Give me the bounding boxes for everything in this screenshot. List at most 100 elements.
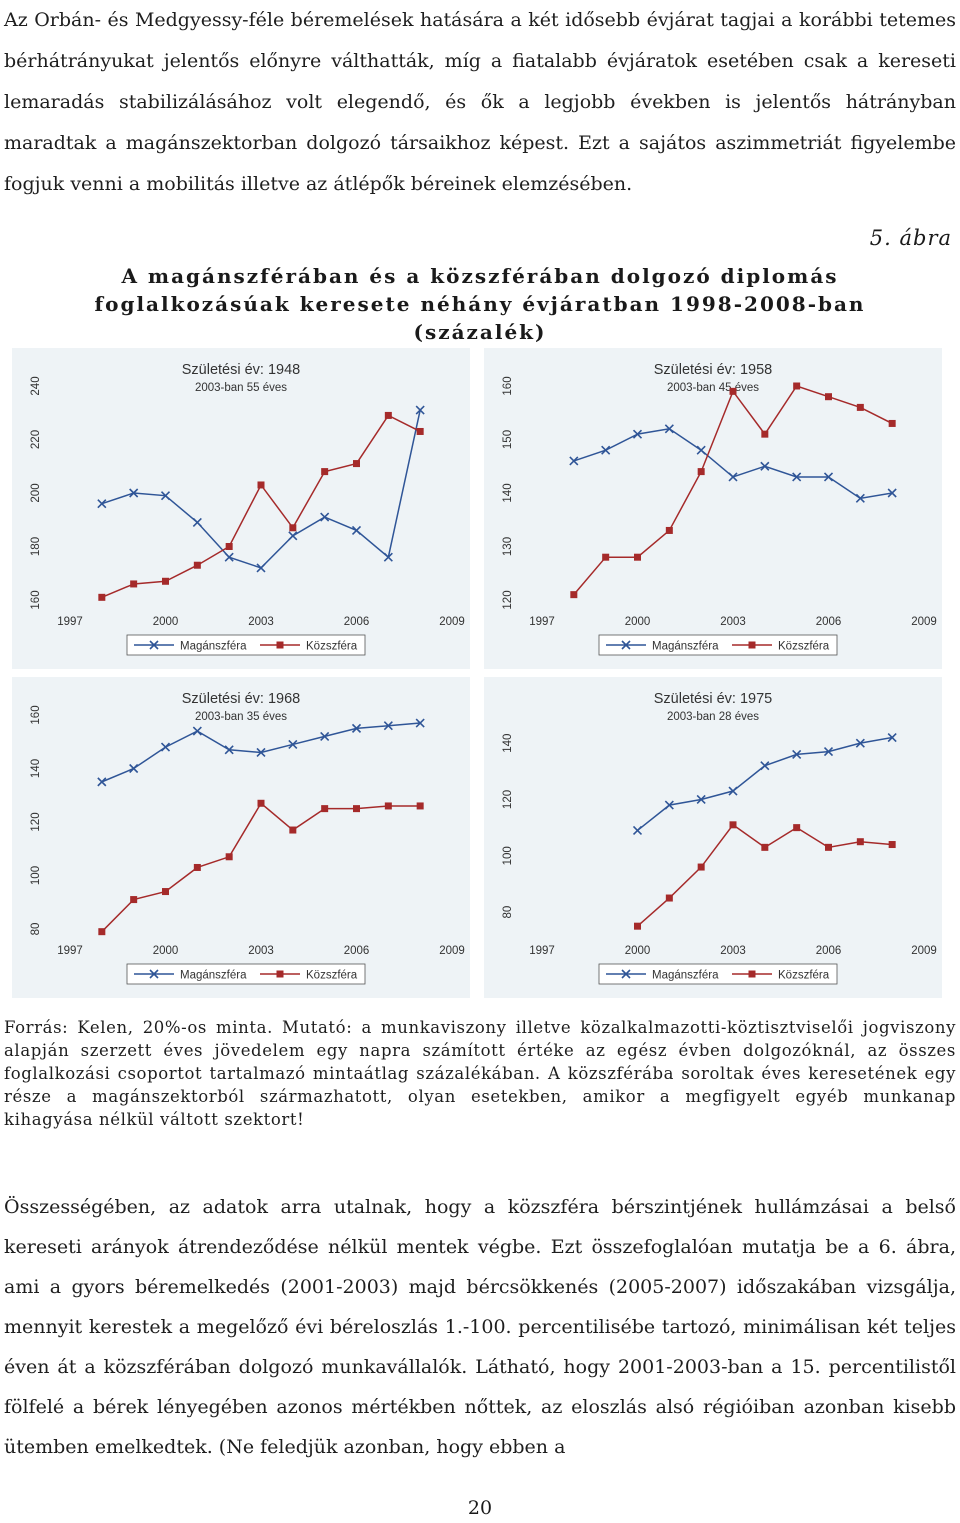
x-marker xyxy=(224,552,234,562)
square-marker xyxy=(353,460,360,468)
x-tick-label: 1997 xyxy=(57,616,83,628)
square-marker xyxy=(225,543,233,550)
chart-subtitle: 2003-ban 35 éves xyxy=(195,711,287,723)
summary-paragraph: Összességében, az adatok arra utalnak, h… xyxy=(4,1196,956,1458)
x-marker xyxy=(192,726,202,736)
square-marker xyxy=(384,802,392,810)
x-marker xyxy=(320,512,330,522)
legend-label: Magánszféra xyxy=(180,641,247,653)
series-markers xyxy=(97,718,425,787)
square-marker xyxy=(321,468,329,476)
legend-box xyxy=(126,963,366,985)
y-tick-label: 240 xyxy=(30,376,42,395)
x-marker xyxy=(823,472,834,482)
x-marker xyxy=(792,749,802,759)
chart-title: Születési év: 1948 xyxy=(182,362,301,378)
legend-box xyxy=(598,963,838,985)
x-marker xyxy=(887,732,897,743)
x-marker xyxy=(728,786,738,796)
x-marker xyxy=(129,488,139,498)
square-marker xyxy=(602,553,610,561)
series-line xyxy=(573,428,893,500)
square-marker xyxy=(98,928,106,936)
square-marker xyxy=(748,970,756,978)
chart-svg: Születési év: 1948 2003-ban 55 éves 160 180… xyxy=(30,362,465,656)
square-marker xyxy=(225,853,233,861)
series-markers xyxy=(98,799,424,936)
series-markers xyxy=(97,405,425,573)
x-marker xyxy=(696,794,706,805)
square-marker xyxy=(289,826,297,834)
legend-label: Közszféra xyxy=(778,970,830,982)
y-tick-label: 100 xyxy=(502,846,514,865)
chart-svg: Születési év: 1968 2003-ban 35 éves 80 100 1… xyxy=(30,691,465,985)
square-marker xyxy=(570,591,578,599)
series-markers xyxy=(634,821,896,930)
x-marker xyxy=(192,517,202,527)
x-tick-label: 2009 xyxy=(911,616,937,628)
x-marker xyxy=(792,472,802,482)
square-marker xyxy=(634,922,641,930)
legend: Magánszféra Közszféra xyxy=(598,963,838,985)
square-marker xyxy=(162,577,169,585)
square-marker xyxy=(665,894,673,902)
square-marker xyxy=(130,896,138,904)
x-marker xyxy=(855,493,865,503)
x-marker xyxy=(415,405,425,415)
x-marker xyxy=(288,531,298,541)
square-marker xyxy=(697,468,705,476)
x-tick-label: 1997 xyxy=(57,945,83,957)
x-tick-label: 2009 xyxy=(439,616,465,628)
x-marker xyxy=(351,525,362,536)
chart-svg: Születési év: 1958 2003-ban 45 éves 120 130… xyxy=(502,362,937,656)
square-marker xyxy=(665,526,673,534)
series-markers xyxy=(570,382,896,599)
series-markers xyxy=(569,424,897,503)
y-tick-label: 130 xyxy=(502,537,514,556)
x-tick-label: 2006 xyxy=(816,945,842,957)
chart-subtitle: 2003-ban 28 éves xyxy=(667,711,759,723)
legend-box xyxy=(598,634,838,656)
square-marker xyxy=(384,411,392,419)
figure-title: A magánszférában és a közszférában dolgo… xyxy=(94,264,866,344)
square-marker xyxy=(793,824,801,832)
square-marker xyxy=(825,393,832,401)
figure-label: 5. ábra xyxy=(869,226,952,250)
legend-label: Magánszféra xyxy=(180,970,247,982)
legend: Magánszféra Közszféra xyxy=(126,634,366,656)
legend: Magánszféra Közszféra xyxy=(598,634,838,656)
square-marker xyxy=(257,799,265,807)
square-marker xyxy=(130,580,138,588)
y-tick-label: 120 xyxy=(30,812,42,831)
chart-subtitle: 2003-ban 55 éves xyxy=(195,382,287,394)
x-marker xyxy=(621,640,631,650)
x-tick-label: 2006 xyxy=(344,945,370,957)
y-tick-label: 220 xyxy=(30,430,42,449)
y-tick-label: 140 xyxy=(502,483,514,502)
x-marker xyxy=(632,429,643,439)
square-marker xyxy=(634,553,641,561)
page-number: 20 xyxy=(467,1497,493,1519)
square-marker xyxy=(729,821,737,829)
series-line xyxy=(637,736,893,832)
chart-title: Születési év: 1975 xyxy=(654,691,773,707)
x-marker xyxy=(97,777,107,787)
x-tick-label: 2009 xyxy=(439,945,465,957)
x-marker xyxy=(383,552,393,562)
x-marker xyxy=(632,825,643,836)
series-line xyxy=(101,409,421,569)
x-marker xyxy=(383,721,393,731)
square-marker xyxy=(416,427,424,435)
square-marker xyxy=(856,838,864,846)
x-marker xyxy=(256,563,266,573)
x-marker xyxy=(149,640,159,650)
y-tick-label: 80 xyxy=(30,923,42,936)
square-marker xyxy=(888,419,896,427)
x-tick-label: 2006 xyxy=(816,616,842,628)
x-marker xyxy=(887,488,897,498)
figure-source-note: Forrás: Kelen, 20%-os minta. Mutató: a m… xyxy=(4,1018,956,1129)
square-marker xyxy=(289,524,297,532)
x-marker xyxy=(320,731,330,741)
square-marker xyxy=(761,430,769,438)
square-marker xyxy=(697,863,705,871)
